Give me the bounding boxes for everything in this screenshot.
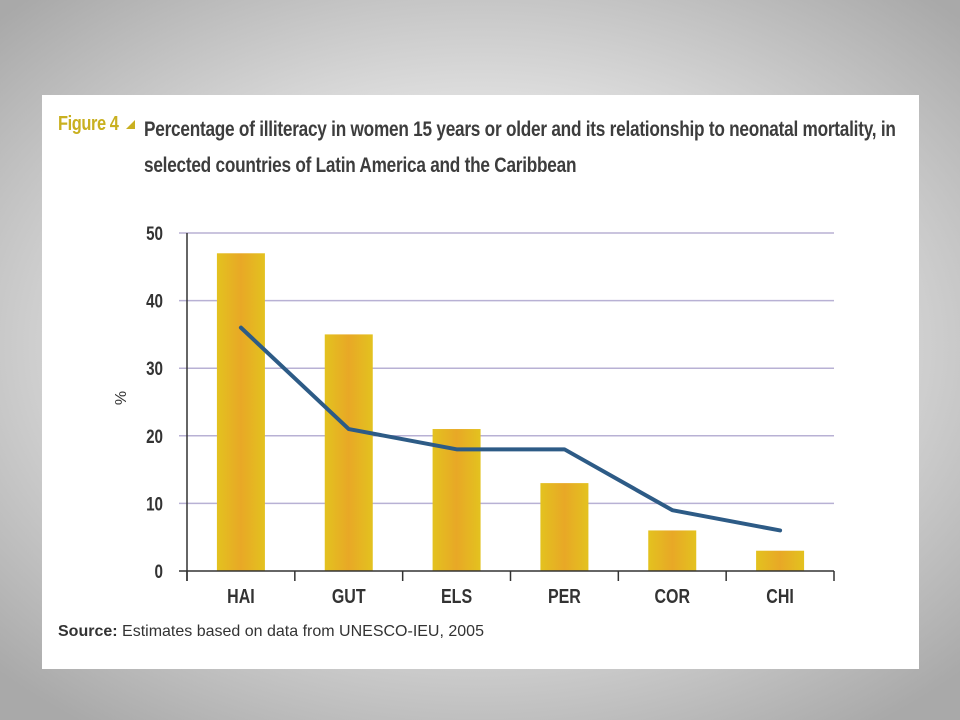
figure-card: Figure 4 Percentage of illiteracy in wom… bbox=[42, 95, 919, 669]
bar-series bbox=[216, 253, 805, 571]
y-tick-label: 30 bbox=[146, 358, 163, 380]
y-tick-label: 10 bbox=[146, 493, 163, 515]
x-tick-label: COR bbox=[654, 585, 690, 607]
x-tick-label: PER bbox=[548, 585, 581, 607]
y-tick-label: 50 bbox=[146, 222, 163, 244]
source-note: Source: Estimates based on data from UNE… bbox=[58, 623, 484, 641]
series-line bbox=[238, 325, 783, 533]
y-tick-label: 20 bbox=[146, 425, 163, 447]
y-tick-label: 40 bbox=[146, 290, 163, 312]
bar bbox=[756, 550, 805, 571]
x-tick-label: CHI bbox=[766, 585, 794, 607]
bar bbox=[216, 253, 265, 571]
bar bbox=[648, 530, 697, 571]
bar bbox=[324, 334, 373, 571]
line-series bbox=[238, 325, 783, 533]
figure-label: Figure 4 bbox=[58, 113, 119, 135]
x-tick-label: HAI bbox=[227, 585, 255, 607]
bar bbox=[432, 429, 481, 571]
x-tick-label: GUT bbox=[332, 585, 366, 607]
y-tick-label: 0 bbox=[155, 560, 163, 582]
x-tick-label: ELS bbox=[441, 585, 472, 607]
axes: 0 10 20 30 40 50% HAI GUT ELS PER COR CHI bbox=[113, 222, 835, 607]
chart: 0 10 20 30 40 50% HAI GUT ELS PER COR CHI bbox=[113, 222, 835, 607]
figure-title: Percentage of illiteracy in women 15 yea… bbox=[144, 118, 896, 177]
bar bbox=[540, 483, 589, 571]
source-label: Source: bbox=[58, 623, 118, 640]
y-axis-label: % bbox=[113, 391, 130, 405]
figure-marker-icon bbox=[126, 120, 135, 129]
grid-lines bbox=[179, 232, 834, 505]
source-text: Estimates based on data from UNESCO-IEU,… bbox=[122, 623, 484, 640]
